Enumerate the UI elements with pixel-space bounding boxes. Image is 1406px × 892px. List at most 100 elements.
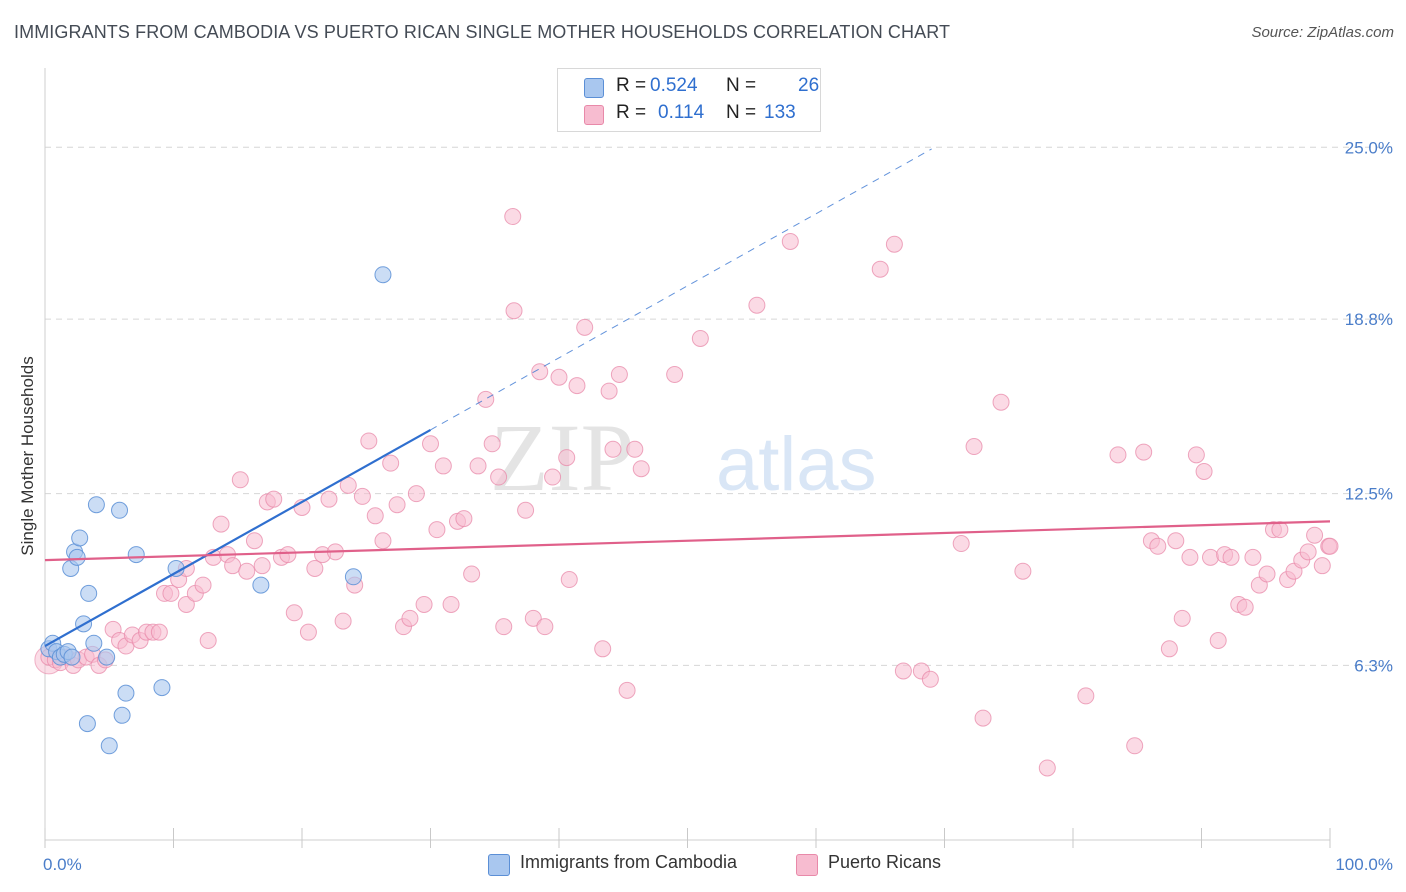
pink-point bbox=[1313, 557, 1331, 575]
pink-point bbox=[483, 435, 501, 453]
pink-point bbox=[894, 662, 912, 680]
blue-point bbox=[252, 576, 270, 594]
pink-point bbox=[594, 640, 612, 658]
pink-point bbox=[1038, 759, 1056, 777]
pink-point bbox=[1077, 687, 1095, 705]
pink-point bbox=[632, 460, 650, 478]
pink-point bbox=[353, 487, 371, 505]
blue-points bbox=[40, 266, 392, 755]
pink-point bbox=[428, 521, 446, 539]
pink-point bbox=[604, 440, 622, 458]
blue-point bbox=[344, 568, 362, 586]
pink-point bbox=[382, 454, 400, 472]
pink-point bbox=[626, 440, 644, 458]
pink-point bbox=[199, 631, 217, 649]
legend-blue-label: Immigrants from Cambodia bbox=[520, 852, 738, 872]
pink-point bbox=[285, 604, 303, 622]
y-tick-label: 18.8% bbox=[1345, 310, 1393, 329]
blue-trend-line bbox=[44, 428, 432, 647]
pink-swatch bbox=[584, 105, 604, 125]
blue-point bbox=[71, 529, 89, 547]
watermark: ZIP atlas bbox=[490, 404, 877, 511]
pink-point bbox=[871, 260, 889, 278]
pink-point bbox=[781, 232, 799, 250]
x-tick-labels: 0.0% 100.0% bbox=[43, 855, 1393, 874]
pink-point bbox=[1236, 598, 1254, 616]
pink-point bbox=[366, 507, 384, 525]
gridlines bbox=[45, 146, 1392, 666]
x-tick-label: 100.0% bbox=[1335, 855, 1393, 874]
pink-point bbox=[1181, 548, 1199, 566]
legend-pink-swatch bbox=[796, 854, 818, 876]
pink-point bbox=[245, 532, 263, 550]
pink-point bbox=[1299, 543, 1317, 561]
pink-r-label: R = bbox=[616, 102, 647, 123]
legend-blue-swatch bbox=[488, 854, 510, 876]
pink-point bbox=[600, 382, 618, 400]
x-tick-label: 0.0% bbox=[43, 855, 82, 874]
pink-point bbox=[558, 449, 576, 467]
pink-point bbox=[253, 557, 271, 575]
pink-point bbox=[495, 618, 513, 636]
pink-point bbox=[238, 562, 256, 580]
axes bbox=[44, 68, 1331, 848]
pink-point bbox=[885, 235, 903, 253]
pink-point bbox=[505, 302, 523, 320]
blue-point bbox=[87, 496, 105, 514]
blue-n-value: 26 bbox=[798, 75, 820, 96]
pink-point bbox=[544, 468, 562, 486]
y-tick-label: 25.0% bbox=[1345, 138, 1393, 157]
pink-point bbox=[490, 468, 508, 486]
pink-point bbox=[517, 501, 535, 519]
pink-point bbox=[550, 368, 568, 386]
pink-point bbox=[279, 546, 297, 564]
pink-point bbox=[224, 557, 242, 575]
y-tick-labels: 6.3% 12.5% 18.8% 25.0% bbox=[1345, 138, 1393, 675]
stats-box: R = 0.524 N = 26 R = 0.114 N = 133 bbox=[557, 68, 821, 132]
blue-point bbox=[78, 715, 96, 733]
pink-point bbox=[504, 208, 522, 226]
pink-point bbox=[265, 490, 283, 508]
pink-n-label: N = bbox=[726, 102, 757, 123]
pink-point bbox=[407, 485, 425, 503]
pink-point bbox=[434, 457, 452, 475]
y-tick-label: 6.3% bbox=[1354, 656, 1393, 675]
pink-point bbox=[992, 393, 1010, 411]
pink-point bbox=[536, 618, 554, 636]
pink-point bbox=[524, 609, 542, 627]
pink-point bbox=[1321, 537, 1339, 555]
pink-point bbox=[299, 623, 317, 641]
blue-point bbox=[117, 684, 135, 702]
pink-point bbox=[691, 329, 709, 347]
chart-source: Source: ZipAtlas.com bbox=[1251, 24, 1394, 41]
blue-r-value: 0.524 bbox=[650, 75, 698, 96]
blue-point bbox=[113, 706, 131, 724]
pink-point bbox=[212, 515, 230, 533]
pink-point bbox=[1173, 609, 1191, 627]
pink-point bbox=[618, 681, 636, 699]
pink-point bbox=[339, 476, 357, 494]
pink-point bbox=[374, 532, 392, 550]
pink-point bbox=[1222, 548, 1240, 566]
pink-point bbox=[463, 565, 481, 583]
pink-point bbox=[306, 559, 324, 577]
pink-point bbox=[455, 510, 473, 528]
pink-point bbox=[576, 318, 594, 336]
pink-point bbox=[610, 365, 628, 383]
blue-point bbox=[100, 737, 118, 755]
pink-point bbox=[477, 390, 495, 408]
blue-point bbox=[153, 679, 171, 697]
pink-point bbox=[422, 435, 439, 453]
pink-point bbox=[1306, 526, 1324, 544]
pink-point bbox=[150, 623, 168, 641]
pink-point bbox=[666, 365, 684, 383]
pink-point bbox=[965, 438, 983, 456]
pink-point bbox=[560, 571, 578, 589]
blue-trend-extension bbox=[430, 148, 932, 431]
pink-r-value: 0.114 bbox=[658, 102, 705, 123]
pink-point bbox=[401, 609, 419, 627]
pink-point bbox=[1160, 640, 1178, 658]
pink-point bbox=[334, 612, 352, 630]
blue-r-label: R = bbox=[616, 75, 647, 96]
pink-point bbox=[194, 576, 212, 594]
